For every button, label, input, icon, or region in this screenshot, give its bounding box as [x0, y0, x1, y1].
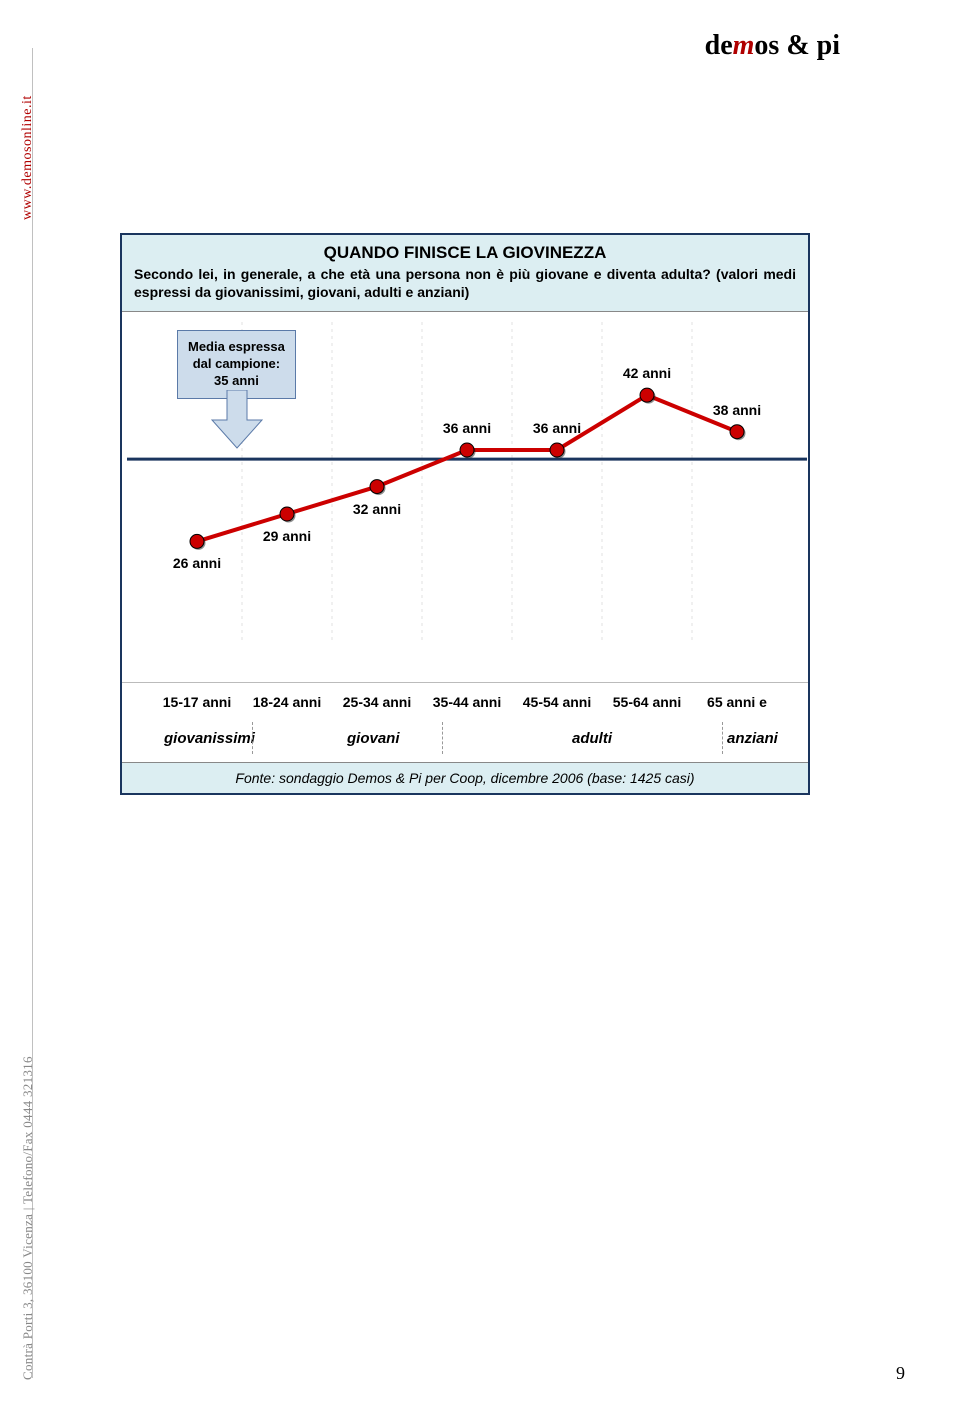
group-label: adulti — [572, 730, 612, 747]
x-axis-label: 18-24 anni — [253, 694, 321, 710]
x-axis-label: 55-64 anni — [613, 694, 681, 710]
data-label: 36 anni — [443, 420, 491, 436]
group-label: giovanissimi — [164, 730, 255, 747]
x-axis-label: 25-34 anni — [343, 694, 411, 710]
x-axis-labels: 15-17 anni 18-24 anni 25-34 anni 35-44 anni… — [122, 682, 808, 722]
callout-box: Media espressa dal campione: 35 anni — [177, 330, 296, 399]
data-label: 26 anni — [173, 555, 221, 571]
x-axis-label: 45-54 anni — [523, 694, 591, 710]
data-label: 36 anni — [533, 420, 581, 436]
group-labels: giovanissimi giovani adulti anziani — [122, 722, 808, 762]
brand-logo: demos & pi — [705, 30, 840, 62]
group-label: anziani — [727, 730, 778, 747]
logo-pre: de — [705, 30, 733, 61]
logo-em: m — [733, 30, 755, 61]
callout-arrow-icon — [207, 390, 267, 450]
logo-post: os & pi — [754, 30, 840, 61]
callout-line3: 35 anni — [214, 373, 259, 388]
data-label: 32 anni — [353, 501, 401, 517]
chart-panel: QUANDO FINISCE LA GIOVINEZZA Secondo lei… — [120, 233, 810, 795]
data-label: 29 anni — [263, 528, 311, 544]
group-label: giovani — [347, 730, 400, 747]
sidebar-website: www.demosonline.it — [20, 95, 36, 220]
x-axis-label: 65 anni e — [707, 694, 767, 710]
panel-footer: Fonte: sondaggio Demos & Pi per Coop, di… — [122, 762, 808, 793]
group-divider — [252, 722, 253, 754]
page-number: 9 — [896, 1363, 905, 1384]
data-label: 38 anni — [713, 402, 761, 418]
group-divider — [722, 722, 723, 754]
panel-subtitle: Secondo lei, in generale, a che età una … — [134, 266, 796, 301]
sidebar-address: Contrà Porti 3, 36100 Vicenza | Telefono… — [20, 1056, 36, 1380]
data-label: 42 anni — [623, 365, 671, 381]
callout-line1: Media espressa — [188, 339, 285, 354]
callout-line2: dal campione: — [193, 356, 280, 371]
chart-area: Media espressa dal campione: 35 anni 26 … — [122, 312, 808, 682]
x-axis-label: 15-17 anni — [163, 694, 231, 710]
x-axis-label: 35-44 anni — [433, 694, 501, 710]
panel-header: QUANDO FINISCE LA GIOVINEZZA Secondo lei… — [122, 235, 808, 312]
panel-title: QUANDO FINISCE LA GIOVINEZZA — [134, 243, 796, 263]
group-divider — [442, 722, 443, 754]
